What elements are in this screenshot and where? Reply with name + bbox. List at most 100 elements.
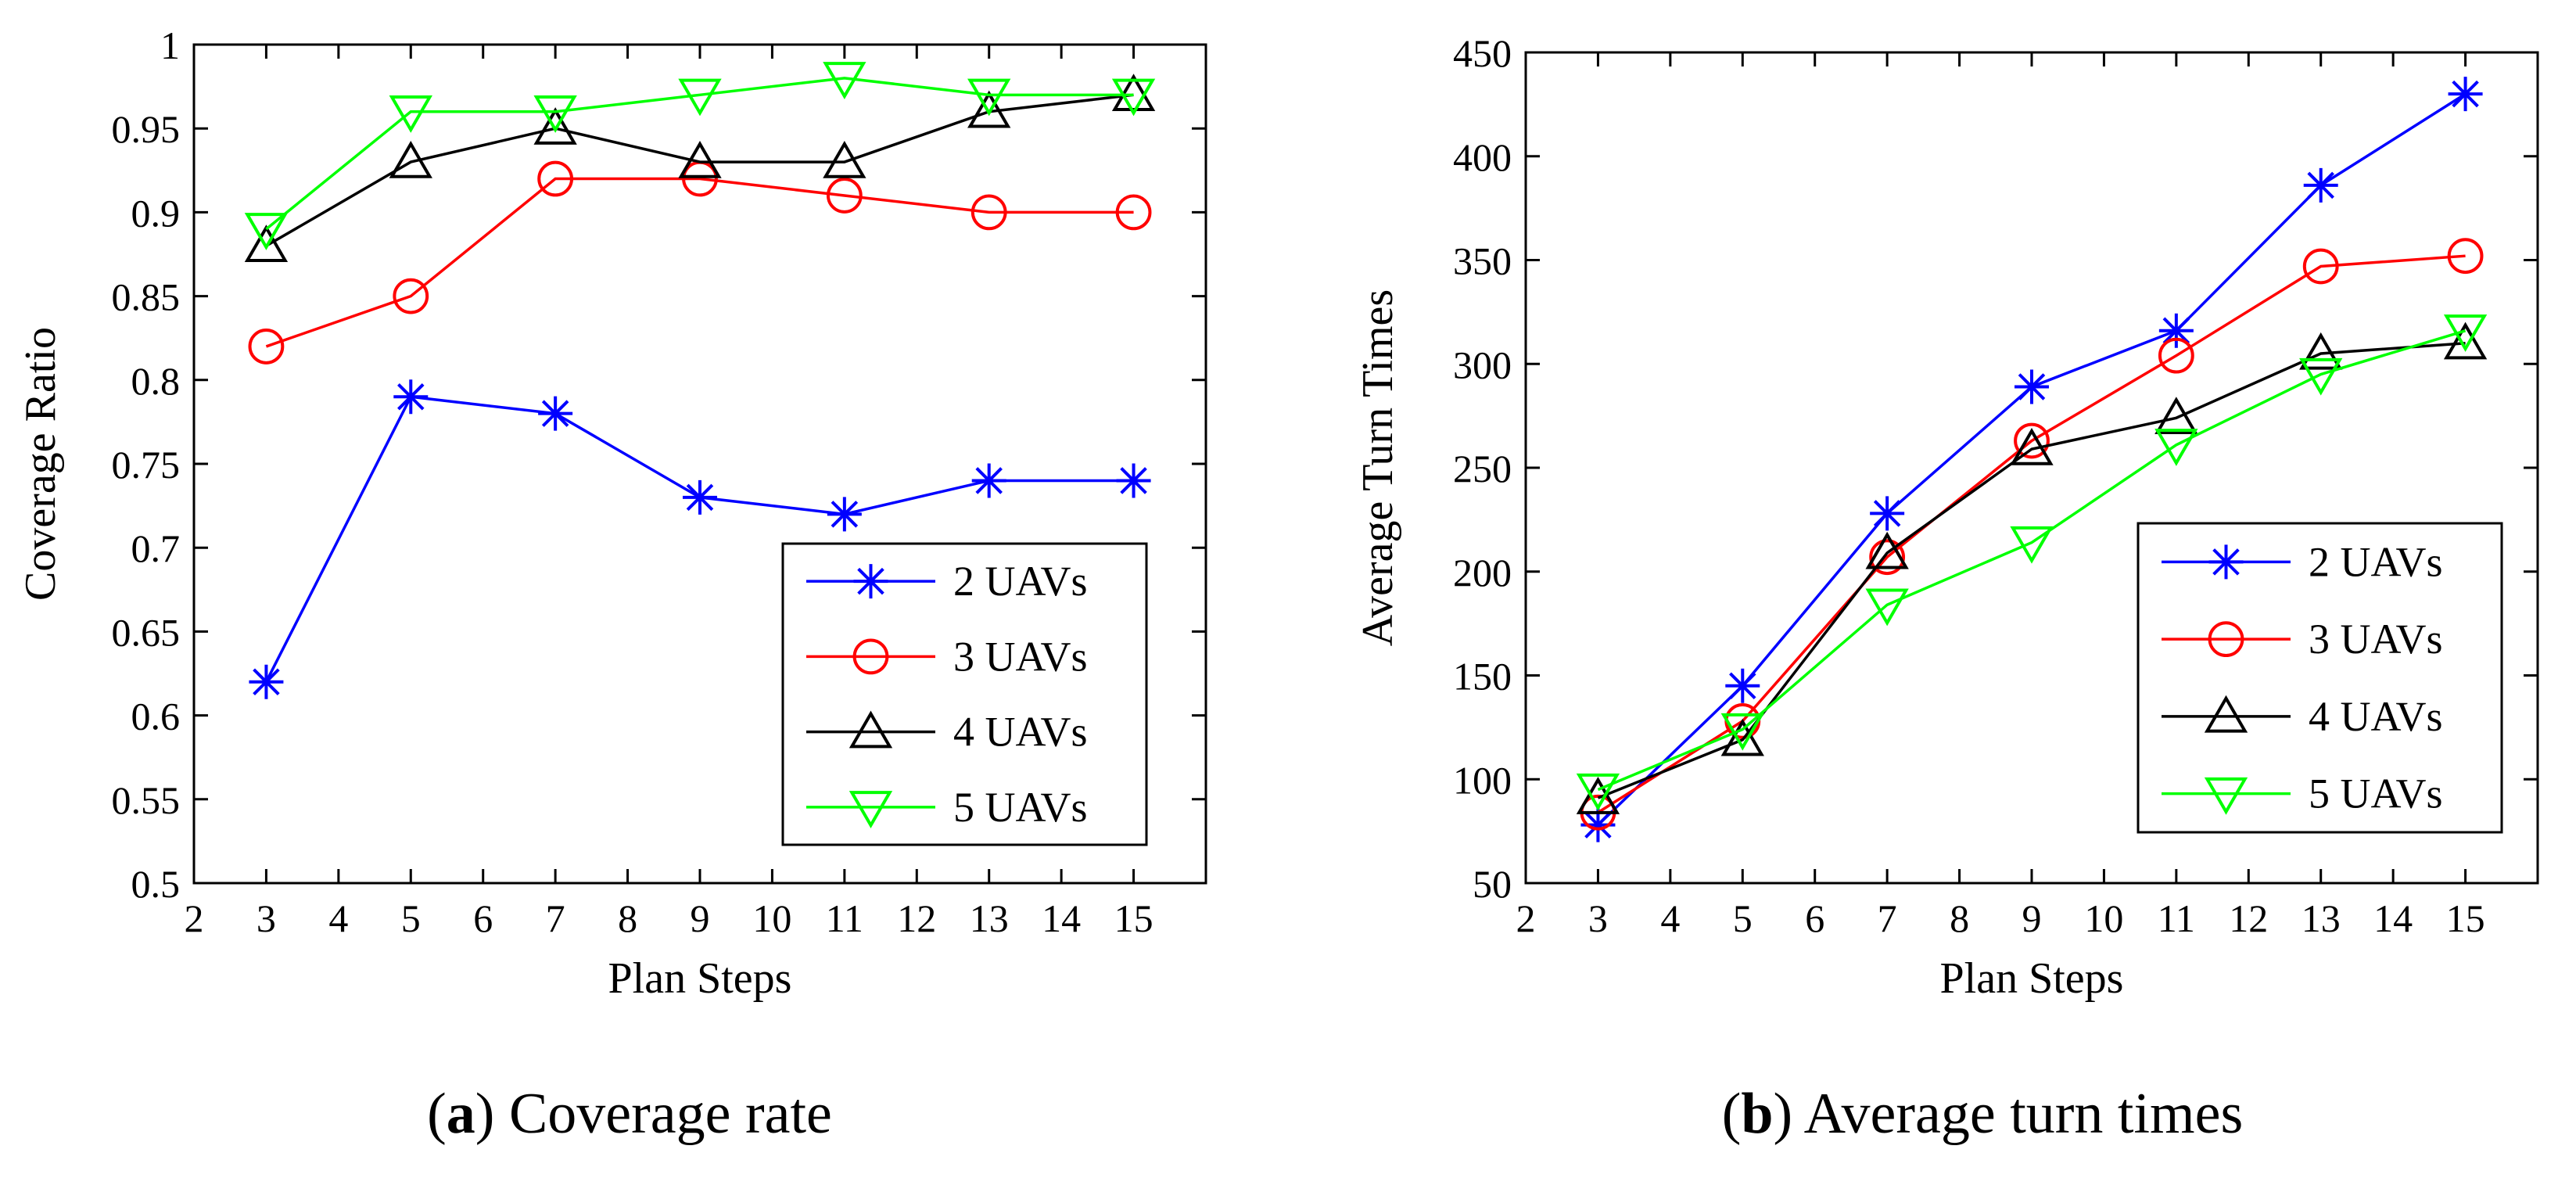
x-tick-label: 7 (1878, 896, 1897, 940)
data-point (1865, 588, 1909, 627)
legend-entry: 2 UAVs (2162, 538, 2443, 585)
legend-label: 2 UAVs (953, 558, 1088, 605)
data-point (823, 140, 866, 178)
x-tick-label: 9 (691, 896, 710, 940)
legend-label: 5 UAVs (953, 784, 1088, 831)
caption-paren-open: ( (1722, 1082, 1742, 1146)
x-tick-label: 11 (826, 896, 863, 940)
data-point (249, 664, 284, 699)
data-point (244, 224, 289, 262)
caption-text: Average turn times (1804, 1082, 2244, 1146)
data-point (2010, 428, 2054, 465)
x-tick-label: 15 (1114, 896, 1153, 940)
y-tick-label: 0.85 (112, 275, 181, 319)
legend-label: 5 UAVs (2309, 770, 2443, 817)
legend-marker (2204, 695, 2248, 733)
data-point (678, 78, 722, 117)
data-point (823, 62, 866, 99)
series-5-uavs (244, 62, 1156, 250)
data-point (244, 213, 289, 250)
data-point (827, 497, 862, 532)
legend-label: 3 UAVs (2309, 616, 2443, 663)
x-tick-label: 12 (897, 896, 936, 940)
x-tick-label: 5 (1733, 896, 1753, 940)
y-tick-label: 50 (1473, 862, 1512, 906)
x-tick-label: 5 (401, 896, 421, 940)
legend-label: 4 UAVs (2309, 693, 2443, 740)
y-tick-label: 0.55 (112, 778, 181, 822)
x-tick-label: 12 (2229, 896, 2268, 940)
data-point (2303, 167, 2338, 203)
data-point (538, 396, 573, 431)
x-tick-label: 14 (1042, 896, 1081, 940)
legend: 2 UAVs 3 UAVs 4 UAVs 5 UAVs (2137, 522, 2503, 834)
y-tick-label: 450 (1453, 31, 1512, 75)
legend-marker (2204, 777, 2248, 815)
caption-letter: b (1741, 1082, 1773, 1146)
data-point (2443, 321, 2488, 360)
data-point (2015, 369, 2049, 404)
y-tick-label: 0.9 (131, 191, 181, 235)
series-line (265, 177, 1134, 348)
x-tick-label: 3 (257, 896, 276, 940)
x-axis-label: Plan Steps (608, 954, 792, 1003)
x-tick-label: 15 (2446, 896, 2485, 940)
x-tick-label: 8 (618, 896, 637, 940)
data-point (1576, 773, 1620, 811)
series-4-uavs (244, 74, 1156, 262)
panel-caption: (a) Coverage rate (427, 1082, 832, 1146)
y-tick-label: 250 (1453, 447, 1512, 490)
legend-entry: 5 UAVs (2162, 770, 2443, 817)
y-tick-label: 0.6 (131, 695, 181, 738)
caption-paren-open: ( (427, 1082, 447, 1146)
series-line (1597, 329, 2467, 792)
data-point (533, 95, 577, 133)
data-point (1111, 74, 1156, 112)
data-point (971, 463, 1006, 498)
chart-panel-b: 2 3 4 5 6 7 8 9 10 11 12 13 14 15 50 100 150 200 250 300 350… (1354, 31, 2539, 1146)
legend-box (2137, 522, 2503, 834)
data-point (2154, 397, 2198, 434)
data-point (967, 78, 1011, 117)
legend: 2 UAVs 3 UAVs 4 UAVs 5 UAVs (781, 542, 1148, 846)
x-tick-label: 11 (2158, 896, 2195, 940)
legend-marker (2208, 544, 2244, 580)
x-axis-label: Plan Steps (1940, 954, 2124, 1003)
data-point (1720, 718, 1764, 756)
y-tick-label: 350 (1453, 239, 1512, 283)
data-point (1115, 194, 1152, 231)
caption-paren-close: ) (1774, 1082, 1804, 1146)
data-point (2299, 357, 2343, 396)
panel-caption: (b) Average turn times (1722, 1082, 2244, 1146)
data-point (967, 90, 1011, 128)
y-tick-label: 0.7 (131, 526, 181, 570)
legend-entry: 4 UAVs (2162, 693, 2443, 740)
chart-panel-a: 2 3 4 5 6 7 8 9 10 11 12 13 14 15 0.5 0.55 0.6 0.65 0.7 0.7… (16, 23, 1207, 1146)
legend-label: 2 UAVs (2309, 538, 2443, 585)
legend-label: 3 UAVs (953, 633, 1088, 680)
data-point (683, 479, 717, 515)
y-axis-label: Coverage Ratio (16, 327, 65, 601)
caption-paren-close: ) (475, 1082, 509, 1146)
data-point (1576, 777, 1620, 814)
series-2-uavs (249, 379, 1151, 699)
data-point (1869, 539, 1906, 576)
data-point (2010, 526, 2054, 564)
y-tick-label: 0.65 (112, 610, 181, 654)
data-point (1865, 531, 1909, 569)
data-point (1111, 78, 1156, 117)
y-tick-label: 400 (1453, 135, 1512, 179)
data-point (970, 194, 1007, 231)
data-point (248, 329, 285, 365)
data-point (533, 107, 577, 145)
y-tick-label: 0.8 (131, 359, 181, 403)
caption-letter: a (447, 1082, 475, 1146)
legend-entry: 2 UAVs (806, 558, 1088, 605)
x-tick-label: 6 (473, 896, 493, 940)
x-tick-label: 2 (1516, 896, 1536, 940)
legend-entry: 3 UAVs (806, 633, 1088, 680)
data-point (1870, 496, 1905, 531)
data-point (2014, 422, 2050, 459)
data-point (2443, 314, 2488, 352)
